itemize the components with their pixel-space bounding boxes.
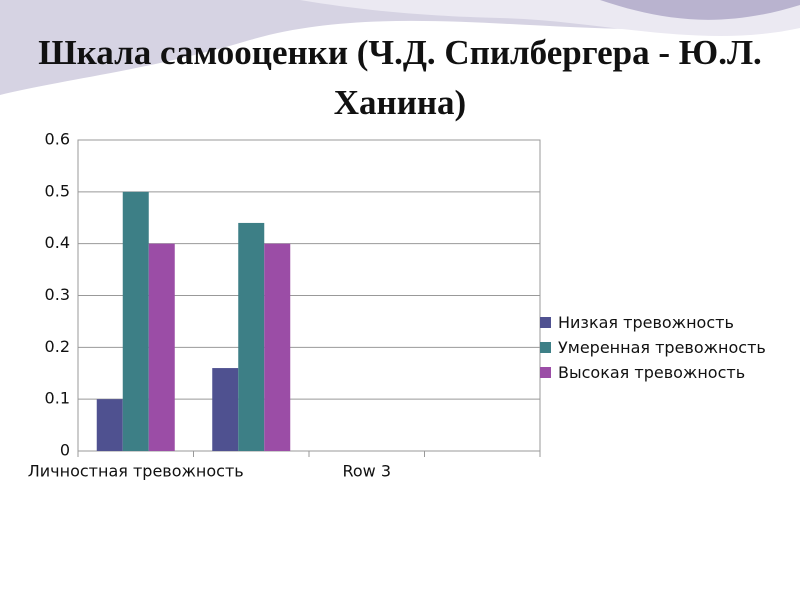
legend-item: Низкая тревожность bbox=[540, 310, 795, 335]
y-tick-label: 0.5 bbox=[45, 181, 70, 200]
legend-label: Низкая тревожность bbox=[558, 313, 734, 332]
y-tick-label: 0.1 bbox=[45, 389, 70, 408]
bar bbox=[96, 399, 123, 451]
legend: Низкая тревожность Умеренная тревожность В… bbox=[540, 310, 795, 385]
bar bbox=[264, 243, 291, 451]
bar bbox=[122, 191, 149, 452]
y-tick-label: 0.4 bbox=[45, 233, 70, 252]
legend-swatch bbox=[540, 342, 551, 353]
bar bbox=[238, 222, 265, 451]
y-tick-label: 0.2 bbox=[45, 337, 70, 356]
legend-label: Умеренная тревожность bbox=[558, 338, 766, 357]
y-tick-label: 0.6 bbox=[45, 130, 70, 149]
y-tick-label: 0 bbox=[60, 441, 70, 460]
legend-item: Умеренная тревожность bbox=[540, 335, 795, 360]
legend-swatch bbox=[540, 317, 551, 328]
legend-swatch bbox=[540, 367, 551, 378]
x-tick-label: Row 3 bbox=[342, 462, 391, 481]
legend-item: Высокая тревожность bbox=[540, 360, 795, 385]
x-tick-label: Личностная тревожность bbox=[28, 462, 244, 481]
chart-title: Шкала самооценки (Ч.Д. Спилбергера - Ю.Л… bbox=[38, 33, 762, 122]
y-tick-label: 0.3 bbox=[45, 285, 70, 304]
decoration bbox=[600, 0, 800, 20]
bar bbox=[148, 243, 175, 451]
bar bbox=[212, 368, 239, 451]
legend-label: Высокая тревожность bbox=[558, 363, 746, 382]
